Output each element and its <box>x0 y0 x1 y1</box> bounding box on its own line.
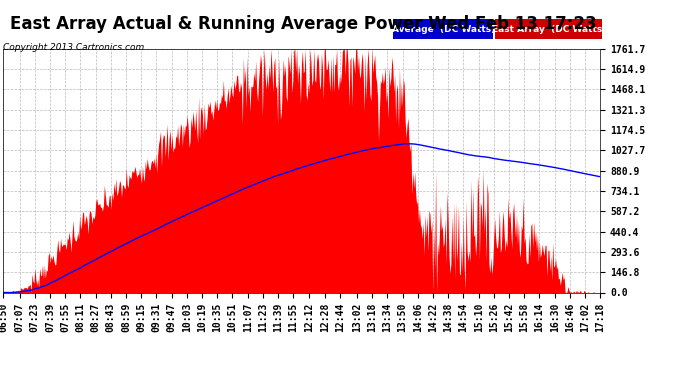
Text: Copyright 2013 Cartronics.com: Copyright 2013 Cartronics.com <box>3 43 145 52</box>
Text: East Array Actual & Running Average Power Wed Feb 13 17:23: East Array Actual & Running Average Powe… <box>10 15 597 33</box>
Text: East Array  (DC Watts): East Array (DC Watts) <box>492 25 606 34</box>
Text: Average  (DC Watts): Average (DC Watts) <box>392 25 495 34</box>
